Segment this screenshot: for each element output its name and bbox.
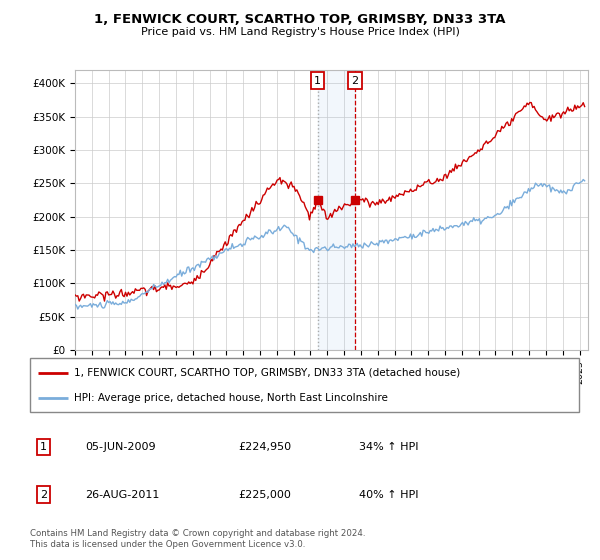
Text: 05-JUN-2009: 05-JUN-2009 <box>85 442 155 452</box>
Text: Contains HM Land Registry data © Crown copyright and database right 2024.
This d: Contains HM Land Registry data © Crown c… <box>30 529 365 549</box>
Bar <box>318 70 355 350</box>
Text: Price paid vs. HM Land Registry's House Price Index (HPI): Price paid vs. HM Land Registry's House … <box>140 27 460 37</box>
Text: £225,000: £225,000 <box>239 489 292 500</box>
Text: 1: 1 <box>314 76 321 86</box>
Text: HPI: Average price, detached house, North East Lincolnshire: HPI: Average price, detached house, Nort… <box>74 393 388 403</box>
Text: 1, FENWICK COURT, SCARTHO TOP, GRIMSBY, DN33 3TA (detached house): 1, FENWICK COURT, SCARTHO TOP, GRIMSBY, … <box>74 368 460 378</box>
Text: 2: 2 <box>40 489 47 500</box>
Text: 2: 2 <box>352 76 359 86</box>
FancyBboxPatch shape <box>30 358 579 412</box>
Text: 40% ↑ HPI: 40% ↑ HPI <box>359 489 419 500</box>
Text: 26-AUG-2011: 26-AUG-2011 <box>85 489 159 500</box>
Text: 1, FENWICK COURT, SCARTHO TOP, GRIMSBY, DN33 3TA: 1, FENWICK COURT, SCARTHO TOP, GRIMSBY, … <box>94 13 506 26</box>
Text: 1: 1 <box>40 442 47 452</box>
Text: £224,950: £224,950 <box>239 442 292 452</box>
Text: 34% ↑ HPI: 34% ↑ HPI <box>359 442 419 452</box>
